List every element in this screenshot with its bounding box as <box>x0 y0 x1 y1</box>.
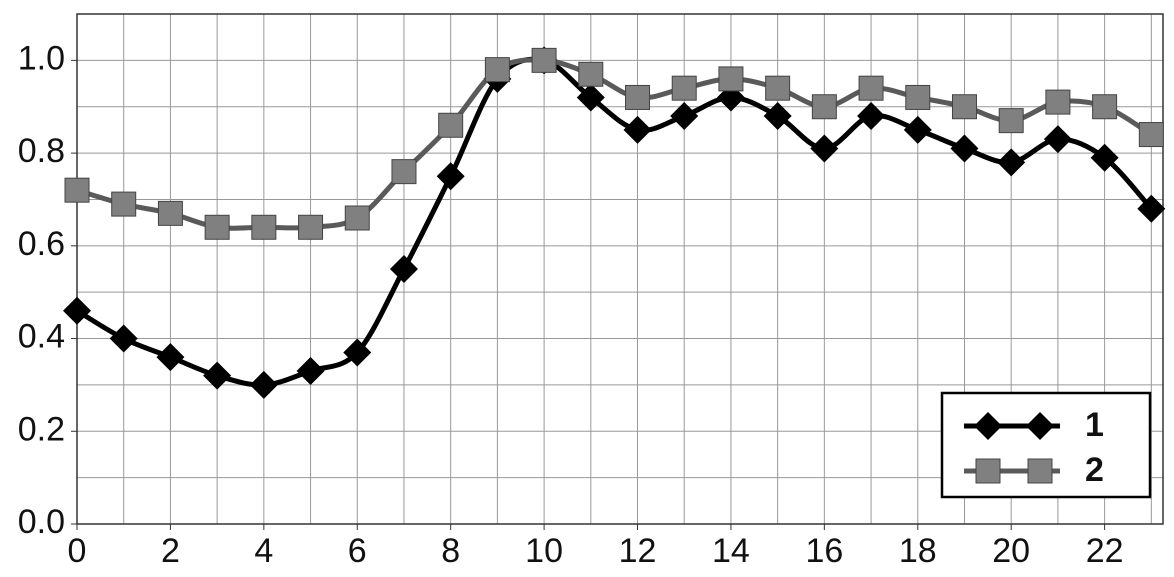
marker <box>438 112 464 138</box>
y-tick-label: 0.8 <box>18 132 65 170</box>
marker <box>436 162 465 191</box>
marker <box>156 343 185 372</box>
x-tick-label: 22 <box>1086 532 1124 570</box>
marker <box>249 370 278 399</box>
marker <box>671 75 697 101</box>
marker <box>765 75 791 101</box>
y-tick-label: 0.0 <box>18 503 65 541</box>
marker <box>1138 122 1164 148</box>
legend-marker <box>975 458 1001 484</box>
x-tick-label: 14 <box>712 532 750 570</box>
marker <box>623 115 652 144</box>
marker <box>625 84 651 110</box>
x-tick-label: 6 <box>348 532 367 570</box>
marker <box>951 94 977 120</box>
marker <box>343 338 372 367</box>
marker <box>109 324 138 353</box>
marker <box>1090 143 1119 172</box>
y-tick-label: 0.4 <box>18 318 65 356</box>
marker <box>903 115 932 144</box>
marker <box>1045 89 1071 115</box>
marker <box>484 57 510 83</box>
marker <box>296 357 325 385</box>
marker <box>997 148 1026 177</box>
marker <box>1043 125 1072 154</box>
marker <box>531 47 557 73</box>
marker <box>389 255 418 283</box>
marker <box>391 159 417 185</box>
marker <box>857 102 886 130</box>
x-tick-label: 2 <box>161 532 180 570</box>
marker <box>63 296 91 325</box>
marker <box>718 66 744 92</box>
x-tick-label: 12 <box>619 532 657 570</box>
marker <box>950 134 979 163</box>
marker <box>905 84 931 110</box>
marker <box>64 177 90 203</box>
marker <box>1137 194 1166 223</box>
plot-frame <box>76 13 1164 525</box>
series-line <box>76 57 1153 231</box>
x-tick-label: 18 <box>899 532 937 570</box>
legend-marker <box>974 412 1002 440</box>
marker <box>578 61 604 87</box>
marker <box>670 102 699 130</box>
legend-label: 2 <box>1085 451 1104 489</box>
marker <box>204 214 230 240</box>
marker <box>810 134 839 163</box>
marker <box>1092 94 1118 120</box>
legend: 12 <box>940 391 1152 499</box>
y-tick-label: 0.2 <box>18 410 65 448</box>
x-tick-label: 0 <box>68 532 87 570</box>
legend-marker <box>1026 412 1054 440</box>
marker <box>858 75 884 101</box>
marker <box>811 94 837 120</box>
marker <box>344 205 370 231</box>
legend-marker <box>1027 458 1053 484</box>
y-tick-label: 1.0 <box>18 39 65 77</box>
series-line <box>75 56 1154 388</box>
marker <box>203 361 232 390</box>
marker <box>998 108 1024 134</box>
x-tick-label: 20 <box>992 532 1030 570</box>
x-tick-label: 4 <box>254 532 273 570</box>
marker <box>298 214 324 240</box>
marker <box>251 214 277 240</box>
marker <box>576 83 605 112</box>
marker <box>157 200 183 226</box>
x-tick-label: 16 <box>805 532 843 570</box>
y-tick-label: 0.6 <box>18 225 65 263</box>
marker <box>111 191 137 217</box>
legend-label: 1 <box>1085 406 1104 444</box>
x-tick-label: 10 <box>525 532 563 570</box>
marker <box>763 102 792 130</box>
x-tick-label: 8 <box>441 532 460 570</box>
